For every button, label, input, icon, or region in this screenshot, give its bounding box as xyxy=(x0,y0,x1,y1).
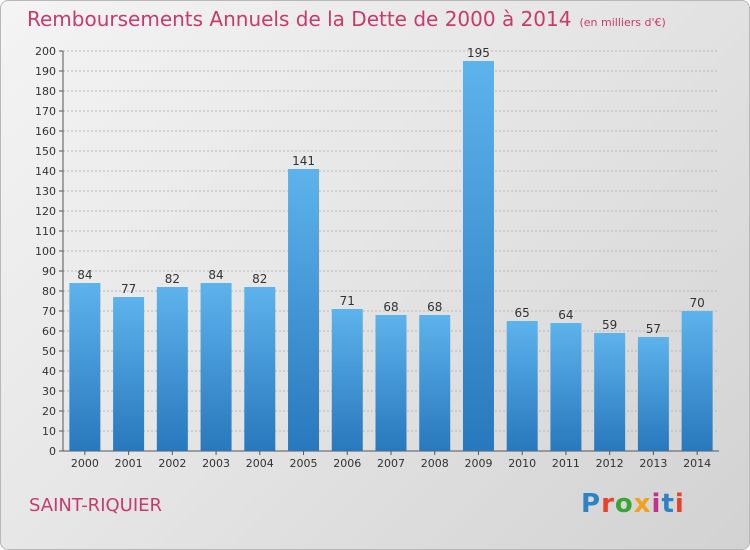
y-tick-label: 50 xyxy=(42,345,56,358)
x-tick-label-2005: 2005 xyxy=(290,457,318,470)
x-tick-label-2006: 2006 xyxy=(333,457,361,470)
y-tick-label: 30 xyxy=(42,385,56,398)
bar-2002 xyxy=(156,287,188,451)
value-label-2013: 57 xyxy=(646,322,661,336)
logo-letter: r xyxy=(601,489,615,519)
y-tick-label: 60 xyxy=(42,325,56,338)
x-tick-label-2013: 2013 xyxy=(639,457,667,470)
bar-2008 xyxy=(419,315,451,451)
x-tick-label-2007: 2007 xyxy=(377,457,405,470)
y-tick-label: 90 xyxy=(42,265,56,278)
bar-2005 xyxy=(288,169,320,451)
bar-2010 xyxy=(506,321,538,451)
y-tick-label: 190 xyxy=(35,65,56,78)
value-label-2008: 68 xyxy=(427,300,442,314)
y-tick-label: 80 xyxy=(42,285,56,298)
value-label-2009: 195 xyxy=(467,46,490,60)
value-label-2005: 141 xyxy=(292,154,315,168)
y-tick-label: 0 xyxy=(49,445,56,458)
x-tick-label-2000: 2000 xyxy=(71,457,99,470)
y-tick-label: 40 xyxy=(42,365,56,378)
y-tick-label: 140 xyxy=(35,165,56,178)
x-tick-label-2008: 2008 xyxy=(421,457,449,470)
x-tick-label-2012: 2012 xyxy=(596,457,624,470)
y-tick-label: 180 xyxy=(35,85,56,98)
bar-2014 xyxy=(681,311,713,451)
logo-letter: x xyxy=(633,489,652,519)
value-label-2001: 77 xyxy=(121,282,136,296)
y-tick-label: 20 xyxy=(42,405,56,418)
bar-2001 xyxy=(113,297,145,451)
value-label-2006: 71 xyxy=(340,294,355,308)
y-tick-label: 160 xyxy=(35,125,56,138)
value-label-2010: 65 xyxy=(515,306,530,320)
chart-unit: (en milliers d'€) xyxy=(579,16,666,29)
bar-2011 xyxy=(550,323,582,451)
x-tick-label-2010: 2010 xyxy=(508,457,536,470)
proxiti-logo[interactable]: Proxiti xyxy=(581,489,685,519)
value-label-2000: 84 xyxy=(77,268,92,282)
value-label-2011: 64 xyxy=(558,308,573,322)
chart-title: Remboursements Annuels de la Dette de 20… xyxy=(27,7,666,31)
y-tick-label: 200 xyxy=(35,45,56,58)
value-label-2012: 59 xyxy=(602,318,617,332)
logo-letter: i xyxy=(651,489,662,519)
x-tick-label-2014: 2014 xyxy=(683,457,711,470)
y-tick-label: 130 xyxy=(35,185,56,198)
x-tick-label-2002: 2002 xyxy=(158,457,186,470)
bar-2009 xyxy=(462,61,494,451)
chart-title-text: Remboursements Annuels de la Dette de 20… xyxy=(27,7,572,31)
bar-2006 xyxy=(331,309,363,451)
y-tick-label: 100 xyxy=(35,245,56,258)
data-labels: 84 77 82 84 82 141 71 68 68 195 65 64 59 57 70 xyxy=(77,46,705,336)
bar-2004 xyxy=(244,287,276,451)
logo-letter: t xyxy=(661,489,675,519)
y-tick-label: 170 xyxy=(35,105,56,118)
value-label-2014: 70 xyxy=(689,296,704,310)
logo-letter: o xyxy=(614,489,634,519)
y-tick-label: 120 xyxy=(35,205,56,218)
logo-letter: P xyxy=(581,489,602,519)
x-tick-label-2004: 2004 xyxy=(246,457,274,470)
value-label-2003: 84 xyxy=(208,268,223,282)
x-tick-label-2003: 2003 xyxy=(202,457,230,470)
value-label-2002: 82 xyxy=(165,272,180,286)
bar-2000 xyxy=(69,283,101,451)
bar-2007 xyxy=(375,315,407,451)
y-tick-label: 110 xyxy=(35,225,56,238)
x-tick-label-2011: 2011 xyxy=(552,457,580,470)
y-tick-label: 150 xyxy=(35,145,56,158)
commune-name: SAINT-RIQUIER xyxy=(29,495,163,516)
bars xyxy=(69,61,713,451)
value-label-2007: 68 xyxy=(383,300,398,314)
bar-2013 xyxy=(637,337,669,451)
bar-2003 xyxy=(200,283,232,451)
x-tick-label-2001: 2001 xyxy=(115,457,143,470)
value-label-2004: 82 xyxy=(252,272,267,286)
x-tick-label-2009: 2009 xyxy=(464,457,492,470)
logo-letter: i xyxy=(674,489,685,519)
bar-2012 xyxy=(594,333,626,451)
y-tick-label: 10 xyxy=(42,425,56,438)
y-tick-label: 70 xyxy=(42,305,56,318)
